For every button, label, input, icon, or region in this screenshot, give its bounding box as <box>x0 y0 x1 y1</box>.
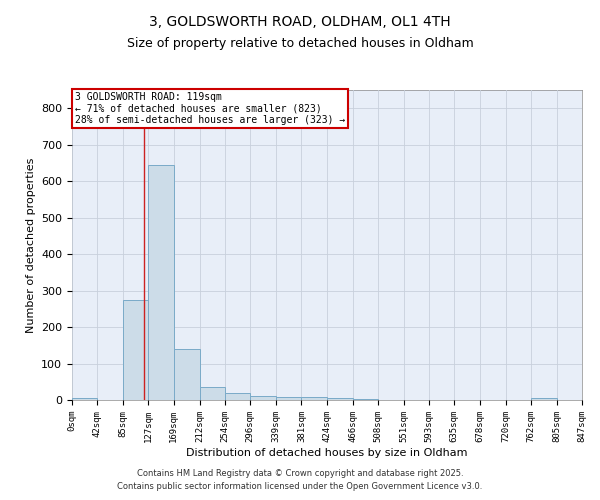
Bar <box>72 398 97 400</box>
Bar <box>225 394 250 400</box>
Text: 3 GOLDSWORTH ROAD: 119sqm
← 71% of detached houses are smaller (823)
28% of semi: 3 GOLDSWORTH ROAD: 119sqm ← 71% of detac… <box>74 92 345 124</box>
X-axis label: Distribution of detached houses by size in Oldham: Distribution of detached houses by size … <box>186 448 468 458</box>
Bar <box>301 398 328 400</box>
Text: Contains public sector information licensed under the Open Government Licence v3: Contains public sector information licen… <box>118 482 482 491</box>
Bar <box>250 396 276 400</box>
Bar <box>148 165 174 400</box>
Y-axis label: Number of detached properties: Number of detached properties <box>26 158 35 332</box>
Bar <box>174 349 200 400</box>
Bar <box>353 399 378 400</box>
Bar <box>123 300 148 400</box>
Bar <box>276 397 301 400</box>
Text: 3, GOLDSWORTH ROAD, OLDHAM, OL1 4TH: 3, GOLDSWORTH ROAD, OLDHAM, OL1 4TH <box>149 15 451 29</box>
Bar <box>328 398 353 400</box>
Text: Size of property relative to detached houses in Oldham: Size of property relative to detached ho… <box>127 38 473 51</box>
Text: Contains HM Land Registry data © Crown copyright and database right 2025.: Contains HM Land Registry data © Crown c… <box>137 468 463 477</box>
Bar <box>531 398 557 400</box>
Bar <box>200 387 225 400</box>
